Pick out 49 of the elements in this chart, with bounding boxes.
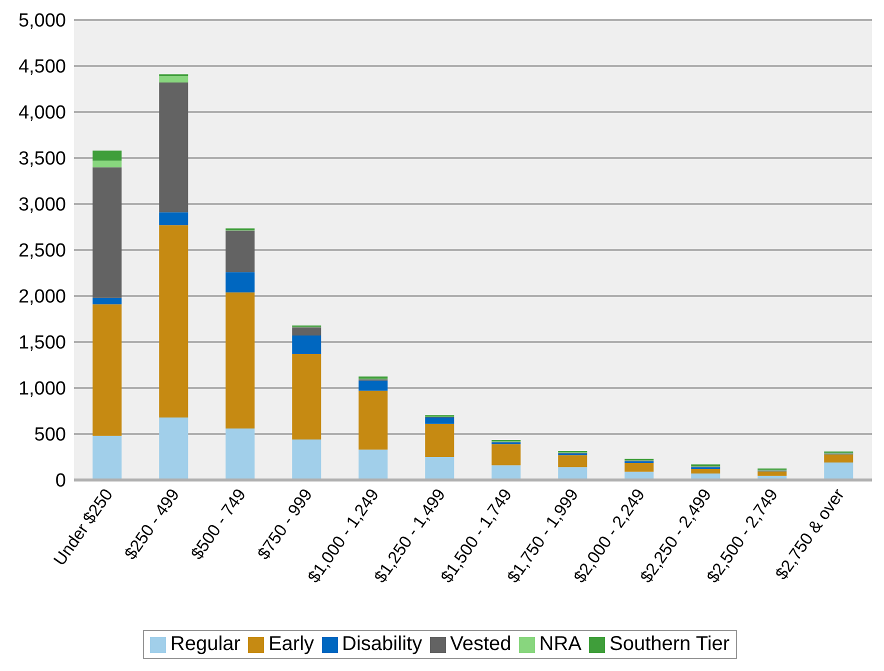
bar (159, 212, 188, 226)
bar (824, 454, 854, 463)
bar (758, 471, 787, 476)
bar (92, 150, 122, 161)
bar (226, 428, 255, 480)
bar (824, 462, 854, 480)
bar (226, 292, 255, 428)
bar (92, 298, 122, 304)
y-tick-label: 3,500 (18, 148, 66, 170)
y-tick-label: 1,000 (18, 378, 66, 400)
bar (292, 336, 322, 354)
legend-label: Vested (449, 633, 512, 656)
y-tick-label: 4,000 (18, 102, 66, 124)
bar (92, 436, 122, 480)
bar (691, 468, 720, 474)
legend-label: Disability (341, 633, 422, 656)
y-tick-label: 3,000 (18, 194, 66, 216)
y-tick-label: 500 (34, 424, 66, 446)
bar (425, 457, 454, 480)
bar (358, 380, 388, 391)
y-tick-label: 1,500 (18, 332, 66, 354)
y-tick-label: 4,500 (18, 56, 66, 78)
legend-label: Regular (169, 633, 240, 656)
bar (492, 444, 521, 466)
y-tick-label: 2,500 (18, 240, 66, 262)
bar (92, 167, 122, 298)
bar (226, 230, 255, 272)
bar (159, 82, 188, 212)
bar (159, 225, 188, 418)
bar (358, 450, 388, 480)
bar (159, 76, 188, 83)
bar (624, 462, 654, 472)
bar (425, 424, 454, 457)
y-tick-label: 5,000 (18, 10, 66, 32)
bar (92, 304, 122, 436)
bar (558, 455, 588, 468)
bar (292, 354, 322, 440)
bar (358, 390, 388, 450)
bar (292, 327, 322, 336)
legend-label: Early (267, 633, 314, 656)
bar (226, 272, 255, 292)
y-tick-label: 0 (55, 470, 66, 492)
legend-label: Southern Tier (608, 633, 730, 656)
y-tick-label: 2,000 (18, 286, 66, 308)
legend-label: NRA (538, 633, 582, 656)
bar (425, 417, 454, 424)
bar (159, 417, 188, 480)
bar (292, 440, 322, 480)
bar (92, 160, 122, 168)
